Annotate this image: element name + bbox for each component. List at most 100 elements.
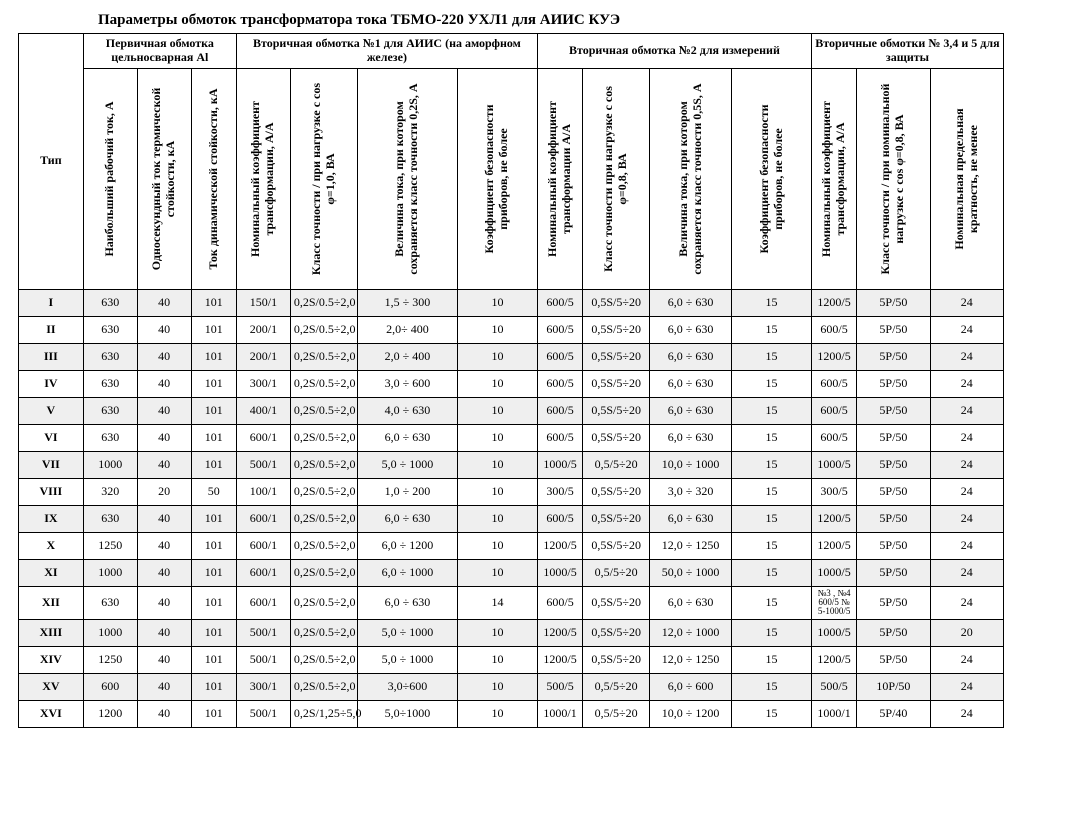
data-cell: 10 [458, 619, 538, 646]
data-cell: 500/5 [537, 673, 582, 700]
data-cell: 600/5 [537, 289, 582, 316]
data-cell: 1000/5 [537, 451, 582, 478]
data-cell: 24 [930, 646, 1003, 673]
data-cell: 14 [458, 586, 538, 619]
data-cell: 0,2S/0.5÷2,0 [290, 451, 357, 478]
column-header-label: Класс точности / при номинальной нагрузк… [880, 79, 908, 279]
data-cell: 15 [732, 478, 812, 505]
data-cell: 600/5 [811, 370, 856, 397]
data-cell: 5P/50 [857, 289, 930, 316]
data-cell: 15 [732, 559, 812, 586]
parameters-table: Тип Первичная обмотка цельносварная Al В… [18, 33, 1058, 728]
group-secondary-2: Вторичная обмотка №2 для измерений [537, 34, 811, 69]
data-cell: 0,5S/5÷20 [583, 289, 650, 316]
data-cell: 600/5 [537, 424, 582, 451]
type-cell: VI [19, 424, 84, 451]
column-header-row: Наибольший рабочий ток, АОдносекундный т… [19, 68, 1058, 289]
data-cell: 10 [458, 451, 538, 478]
type-cell: XI [19, 559, 84, 586]
type-cell: III [19, 343, 84, 370]
data-cell: 0,2S/0.5÷2,0 [290, 289, 357, 316]
data-cell: 600/5 [537, 586, 582, 619]
page-title: Параметры обмоток трансформатора тока ТБ… [98, 12, 1059, 29]
data-cell: 0,5S/5÷20 [583, 646, 650, 673]
type-cell: I [19, 289, 84, 316]
data-cell: 15 [732, 700, 812, 727]
data-cell: 630 [83, 424, 137, 451]
column-header-label: Коэффициент безопасности приборов, не бо… [758, 79, 786, 279]
data-cell: 0,2S/0.5÷2,0 [290, 370, 357, 397]
data-cell: 1000 [83, 451, 137, 478]
data-cell: 0,5S/5÷20 [583, 586, 650, 619]
data-cell: 40 [137, 559, 191, 586]
data-cell: 6,0 ÷ 630 [650, 586, 732, 619]
table-row: XII63040101600/10,2S/0.5÷2,06,0 ÷ 630146… [19, 586, 1058, 619]
type-cell: VII [19, 451, 84, 478]
column-header-label: Коэффициент безопасности приборов, не бо… [484, 79, 512, 279]
data-cell: 40 [137, 289, 191, 316]
data-cell: 5P/50 [857, 370, 930, 397]
data-cell: 24 [930, 586, 1003, 619]
data-cell: 5P/50 [857, 424, 930, 451]
data-cell: 600/5 [537, 397, 582, 424]
column-header: Коэффициент безопасности приборов, не бо… [458, 68, 538, 289]
data-cell: 600/5 [811, 424, 856, 451]
data-cell: 500/5 [811, 673, 856, 700]
table-body: I63040101150/10,2S/0.5÷2,01,5 ÷ 30010600… [19, 289, 1058, 727]
data-cell: 10 [458, 289, 538, 316]
data-cell: 0,5/5÷20 [583, 673, 650, 700]
data-cell: 0,2S/0.5÷2,0 [290, 673, 357, 700]
data-cell: 320 [83, 478, 137, 505]
column-header-label: Класс точности при нагрузке с соs φ=0,8,… [602, 79, 630, 279]
data-cell: 600 [83, 673, 137, 700]
column-header: Коэффициент безопасности приборов, не бо… [732, 68, 812, 289]
data-cell: 24 [930, 673, 1003, 700]
column-header: Номинальная предельная кратность, не мен… [930, 68, 1003, 289]
data-cell: 300/1 [236, 673, 290, 700]
data-cell: 0,2S/1,25÷5,0 [290, 700, 357, 727]
column-header: Класс точности / при номинальной нагрузк… [857, 68, 930, 289]
data-cell: 15 [732, 397, 812, 424]
data-cell: 10 [458, 532, 538, 559]
data-cell: 3,0 ÷ 320 [650, 478, 732, 505]
column-header-label: Номинальный коэффициент трансформации А/… [546, 79, 574, 279]
data-cell: 5,0÷1000 [357, 700, 457, 727]
data-cell: 10 [458, 370, 538, 397]
data-cell: 101 [191, 316, 236, 343]
data-cell: 6,0 ÷ 630 [650, 370, 732, 397]
data-cell: 2,0 ÷ 400 [357, 343, 457, 370]
data-cell: 1000/5 [537, 559, 582, 586]
column-header: Класс точности / при нагрузке с соs φ=1,… [290, 68, 357, 289]
data-cell: 3,0 ÷ 600 [357, 370, 457, 397]
data-cell: 40 [137, 343, 191, 370]
data-cell: 1200/5 [811, 505, 856, 532]
data-cell: 40 [137, 532, 191, 559]
data-cell: 100/1 [236, 478, 290, 505]
data-cell: 0,5S/5÷20 [583, 505, 650, 532]
type-cell: XIII [19, 619, 84, 646]
data-cell: 0,2S/0.5÷2,0 [290, 532, 357, 559]
data-cell: 5,0 ÷ 1000 [357, 646, 457, 673]
data-cell: 0,5S/5÷20 [583, 316, 650, 343]
data-cell: 5P/50 [857, 559, 930, 586]
data-cell: 40 [137, 316, 191, 343]
data-cell: 10,0 ÷ 1000 [650, 451, 732, 478]
data-cell: 600/5 [811, 397, 856, 424]
data-cell: 101 [191, 586, 236, 619]
data-cell: 15 [732, 343, 812, 370]
data-cell: 0,5S/5÷20 [583, 397, 650, 424]
data-cell: 6,0 ÷ 630 [650, 289, 732, 316]
column-header-label: Наибольший рабочий ток, А [103, 79, 117, 279]
column-header: Номинальный коэффициент трансформации А/… [537, 68, 582, 289]
data-cell: 15 [732, 532, 812, 559]
data-cell: 600/5 [537, 343, 582, 370]
data-cell: 1000/5 [811, 451, 856, 478]
data-cell: 600/1 [236, 532, 290, 559]
data-cell: 20 [137, 478, 191, 505]
data-cell: 0,5S/5÷20 [583, 619, 650, 646]
data-cell: 101 [191, 532, 236, 559]
data-cell: №3 , №4 600/5 № 5-1000/5 [811, 586, 856, 619]
data-cell: 40 [137, 586, 191, 619]
column-header: Номинальный коэффициент трансформации, А… [236, 68, 290, 289]
data-cell: 5,0 ÷ 1000 [357, 451, 457, 478]
